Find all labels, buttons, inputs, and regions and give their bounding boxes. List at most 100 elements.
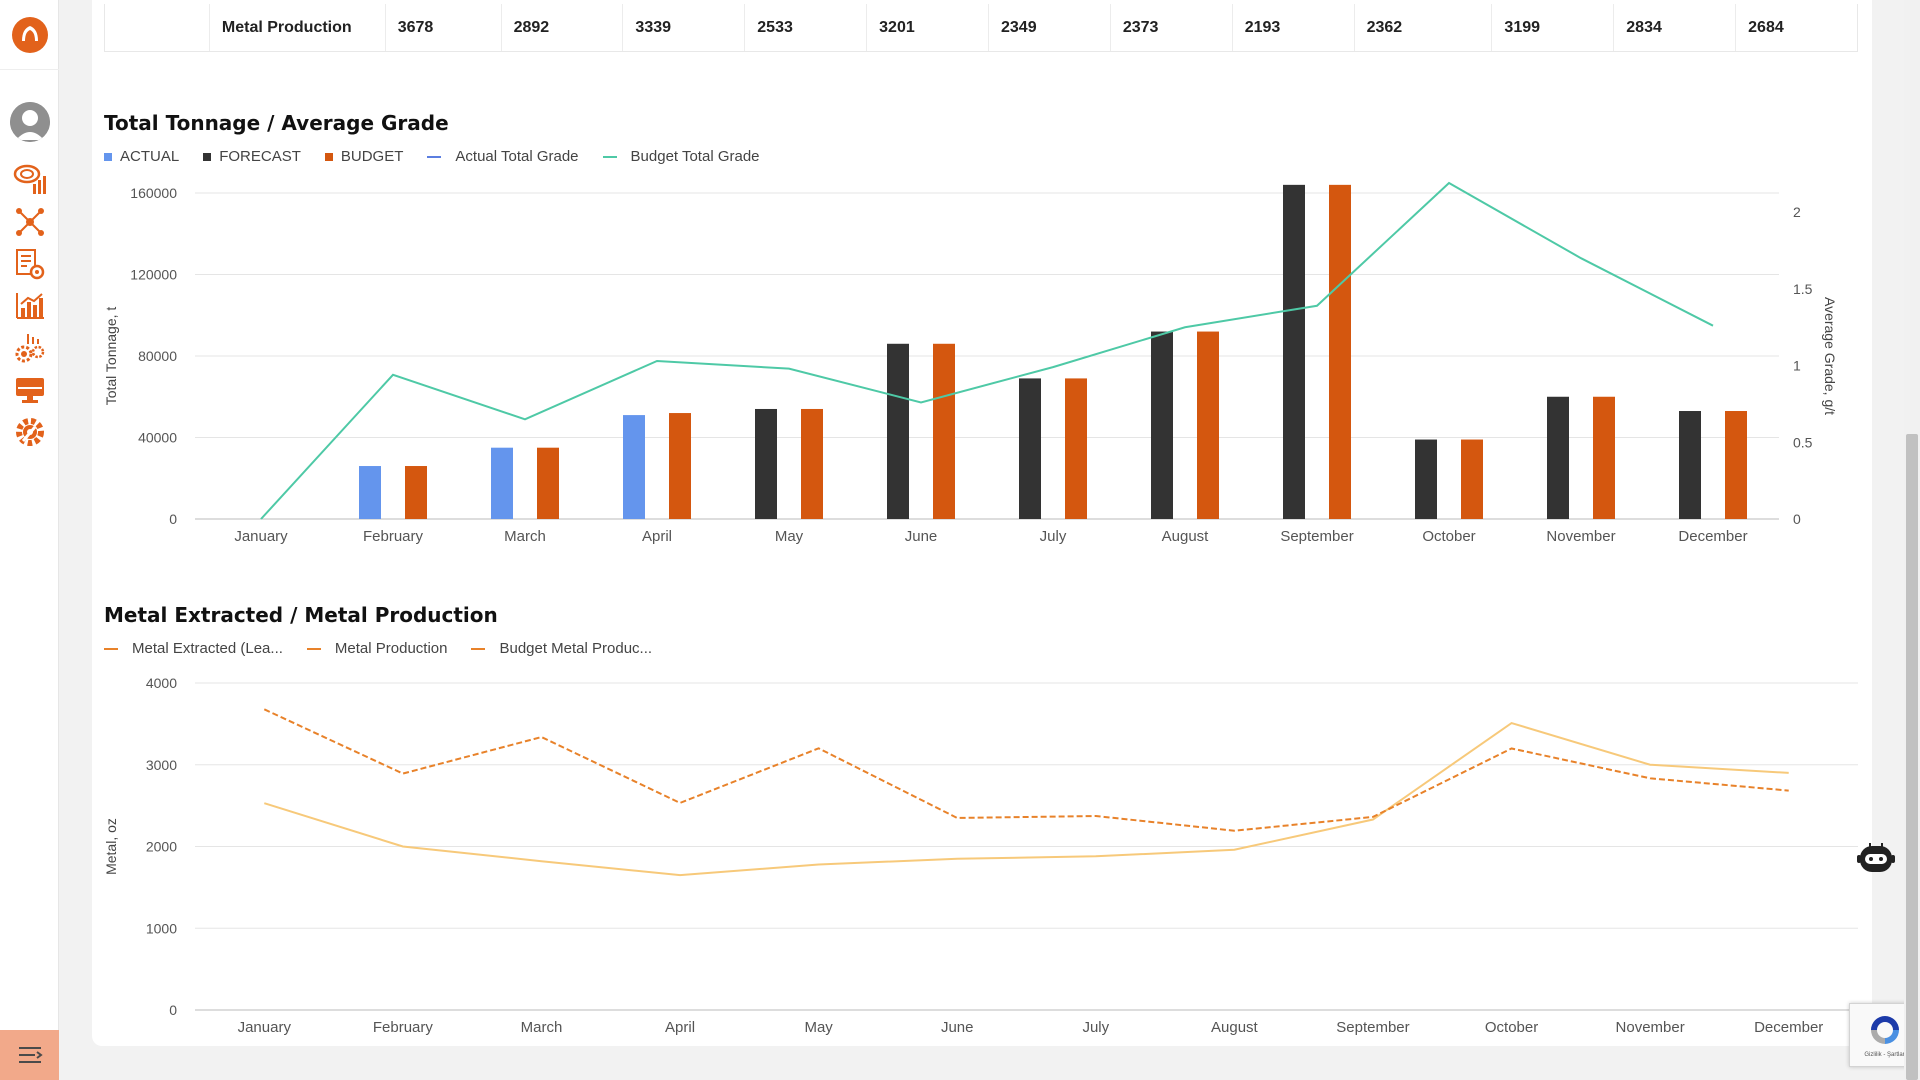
- bar: [1547, 396, 1569, 519]
- x-tick-label: January: [238, 1019, 292, 1036]
- grade-line: [260, 181, 1714, 520]
- legend-swatch: [203, 152, 212, 161]
- y2-tick-label: 0.5: [1793, 434, 1813, 450]
- bar: [1151, 331, 1173, 519]
- legend-swatch: [471, 647, 486, 650]
- table-cell: 2373: [1111, 4, 1233, 51]
- x-tick-label: September: [1336, 1019, 1409, 1036]
- x-tick-label: August: [1162, 528, 1210, 545]
- legend-item[interactable]: Budget Metal Produc...: [471, 640, 652, 657]
- brand-logo-icon[interactable]: [0, 0, 59, 70]
- metal-chart: 0 1000 2000 3000 4000 Metal, oz January Februar…: [103, 675, 1858, 1036]
- x-tick-label: July: [1082, 1019, 1109, 1036]
- legend-item[interactable]: Metal Extracted (Lea...: [104, 640, 283, 657]
- table-cell: 3678: [386, 4, 502, 51]
- x-tick-label: December: [1754, 1019, 1823, 1036]
- x-tick-label: November: [1616, 1019, 1685, 1036]
- network-icon[interactable]: [12, 204, 48, 240]
- content-card: [92, 0, 1872, 1046]
- legend-swatch: [104, 152, 112, 161]
- chart-legend-metal: Metal Extracted (Lea... Metal Production B…: [104, 640, 676, 657]
- table-cell: 3339: [623, 4, 746, 51]
- x-tick-label: February: [373, 1019, 434, 1036]
- bar: [1679, 411, 1701, 519]
- table-cell: 2349: [989, 4, 1111, 51]
- legend-swatch: [427, 155, 442, 158]
- legend-item[interactable]: BUDGET: [324, 148, 404, 165]
- x-tick-label: October: [1485, 1019, 1538, 1036]
- y-tick-label: 40000: [138, 430, 177, 446]
- legend-item[interactable]: Metal Production: [306, 640, 448, 657]
- table-cell: 2193: [1233, 4, 1355, 51]
- x-tick-label: June: [941, 1019, 974, 1036]
- legend-item[interactable]: Actual Total Grade: [427, 148, 579, 165]
- user-avatar-icon[interactable]: [10, 102, 50, 142]
- legend-label: ACTUAL: [120, 148, 180, 165]
- y-axis-title: Total Tonnage, t: [103, 307, 119, 406]
- legend-label: Metal Production: [334, 640, 448, 657]
- y-tick-label: 1000: [146, 920, 177, 936]
- legend-label: Actual Total Grade: [455, 148, 579, 165]
- x-tick-label: July: [1040, 528, 1067, 545]
- bar: [887, 343, 909, 519]
- y-tick-label: 0: [169, 1002, 177, 1018]
- x-tick-label: April: [665, 1019, 695, 1036]
- table-row-label: Metal Production: [210, 4, 386, 51]
- table-row: Metal Production 3678 2892 3339 2533 320…: [104, 4, 1858, 52]
- bar: [1593, 396, 1615, 519]
- x-tick-label: November: [1546, 528, 1615, 545]
- bar: [1725, 411, 1747, 519]
- scrollbar-thumb[interactable]: [1906, 434, 1918, 1080]
- geology-analytics-icon[interactable]: [12, 162, 48, 198]
- chatbot-icon[interactable]: [1856, 838, 1896, 878]
- legend-item[interactable]: Budget Total Grade: [602, 148, 760, 165]
- legend-label: FORECAST: [219, 148, 301, 165]
- x-tick-label: March: [521, 1019, 563, 1036]
- x-tick-label: September: [1280, 528, 1353, 545]
- admin-settings-icon[interactable]: [12, 414, 48, 450]
- y-tick-label: 120000: [130, 267, 177, 283]
- legend-label: BUDGET: [340, 148, 404, 165]
- report-settings-icon[interactable]: [12, 246, 48, 282]
- chart-legend-tonnage: ACTUAL FORECAST BUDGET Actual Total Grade Bu…: [104, 148, 784, 165]
- bar: [1197, 331, 1219, 519]
- bar: [491, 447, 513, 519]
- y2-tick-label: 1: [1793, 358, 1801, 374]
- bar: [1415, 439, 1437, 519]
- bar: [669, 413, 691, 519]
- sidebar: [0, 0, 59, 1080]
- chart-title-tonnage: Total Tonnage / Average Grade: [104, 111, 449, 135]
- monitor-icon[interactable]: [12, 372, 48, 408]
- bar: [933, 343, 955, 519]
- bar: [755, 408, 777, 519]
- process-settings-icon[interactable]: [12, 330, 48, 366]
- tonnage-grade-chart: 0 40000 80000 120000 160000 0 0.5 1 1.5 2 Total To…: [103, 181, 1838, 545]
- bar: [623, 415, 645, 519]
- table-cell: [105, 4, 210, 51]
- y2-tick-label: 0: [1793, 511, 1801, 527]
- table-cell: 2533: [745, 4, 868, 51]
- legend-item[interactable]: ACTUAL: [104, 148, 179, 165]
- legend-label: Budget Total Grade: [630, 148, 760, 165]
- bar: [1461, 439, 1483, 519]
- x-tick-label: April: [642, 528, 672, 545]
- table-cell: 3201: [867, 4, 989, 51]
- x-tick-label: May: [775, 528, 804, 545]
- x-tick-label: August: [1211, 1019, 1259, 1036]
- legend-label: Budget Metal Produc...: [499, 640, 653, 657]
- y-tick-label: 80000: [138, 348, 177, 364]
- menu-toggle-icon[interactable]: [0, 1030, 59, 1080]
- bar: [405, 466, 427, 519]
- bar-analytics-icon[interactable]: [12, 288, 48, 324]
- x-tick-label: January: [234, 528, 288, 545]
- x-tick-label: October: [1422, 528, 1475, 545]
- table-cell: 2362: [1355, 4, 1493, 51]
- bar: [537, 447, 559, 519]
- y-tick-label: 2000: [146, 839, 177, 855]
- y-axis-title: Metal, oz: [103, 818, 119, 875]
- legend-label: Metal Extracted (Lea...: [132, 640, 283, 657]
- chart-title-metal: Metal Extracted / Metal Production: [104, 603, 498, 627]
- metal-production-line: [263, 708, 1789, 832]
- legend-item[interactable]: FORECAST: [203, 148, 301, 165]
- bar: [1065, 378, 1087, 519]
